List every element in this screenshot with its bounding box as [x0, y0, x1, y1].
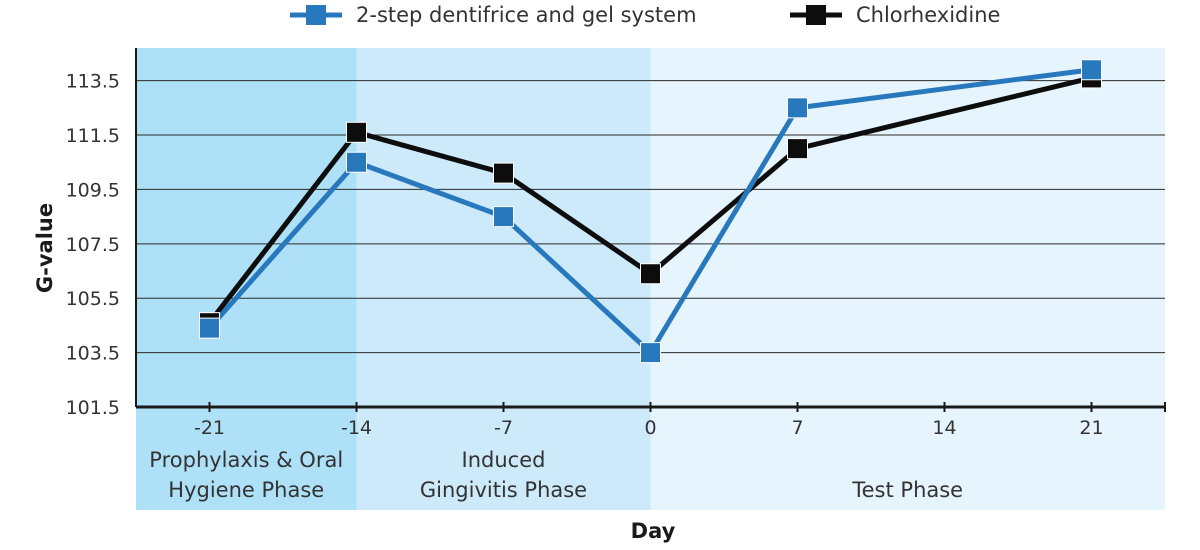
phase-label-0-line-1: Hygiene Phase	[168, 478, 324, 502]
series-1-point-1	[346, 121, 367, 143]
phase-background-2	[650, 48, 1165, 510]
legend: 2-step dentifrice and gel system Chlorhex…	[290, 3, 1000, 27]
legend-label-1: Chlorhexidine	[856, 3, 1000, 27]
series-0-point-4	[787, 97, 808, 119]
y-tick-label-5: 111.5	[66, 125, 120, 147]
x-tick-labels: -21 -14 -7 0 7 14 21	[194, 417, 1104, 439]
x-tick-label-4: 7	[791, 417, 803, 439]
x-tick-label-5: 14	[932, 417, 956, 439]
phase-backgrounds	[136, 48, 1165, 510]
series-layer	[199, 59, 1102, 364]
legend-marker-0	[306, 5, 326, 25]
series-0-point-5	[1081, 59, 1102, 81]
phase-label-2-line-0: Test Phase	[851, 478, 963, 502]
phase-label-0-line-0: Prophylaxis & Oral	[149, 448, 343, 472]
series-line-1	[207, 75, 1093, 325]
legend-label-0: 2-step dentifrice and gel system	[356, 3, 697, 27]
y-tick-label-6: 113.5	[66, 71, 120, 93]
series-1-point-4	[787, 138, 808, 160]
x-tick-label-3: 0	[644, 417, 656, 439]
phase-background-1	[356, 48, 651, 510]
x-tick-label-1: -14	[341, 417, 372, 439]
x-tick-label-0: -21	[194, 417, 225, 439]
y-tick-label-0: 101.5	[66, 397, 120, 419]
series-0-point-3	[640, 342, 661, 364]
x-tick-label-6: 21	[1079, 417, 1103, 439]
series-1-point-3	[640, 263, 661, 285]
series-0-point-1	[346, 151, 367, 173]
series-0-point-2	[493, 206, 514, 228]
x-axis-title: Day	[631, 519, 676, 543]
phase-label-1-line-1: Gingivitis Phase	[420, 478, 587, 502]
phase-label-1-line-0: Induced	[462, 448, 546, 472]
y-tick-labels: 101.5 103.5 105.5 107.5 109.5 111.5 113.5	[66, 71, 120, 419]
series-0-point-0	[199, 317, 220, 339]
axes	[135, 48, 1166, 412]
y-tick-label-3: 107.5	[66, 234, 120, 256]
y-axis-title: G-value	[33, 203, 57, 293]
x-tick-label-2: -7	[494, 417, 513, 439]
y-tick-label-2: 105.5	[66, 288, 120, 310]
series-line-0	[207, 67, 1092, 357]
y-tick-label-4: 109.5	[66, 179, 120, 201]
phase-labels: Prophylaxis & Oral Hygiene Phase Induced Gi…	[149, 448, 963, 502]
legend-marker-1	[806, 5, 826, 25]
series-1-point-2	[493, 162, 514, 184]
y-tick-label-1: 103.5	[66, 343, 120, 365]
